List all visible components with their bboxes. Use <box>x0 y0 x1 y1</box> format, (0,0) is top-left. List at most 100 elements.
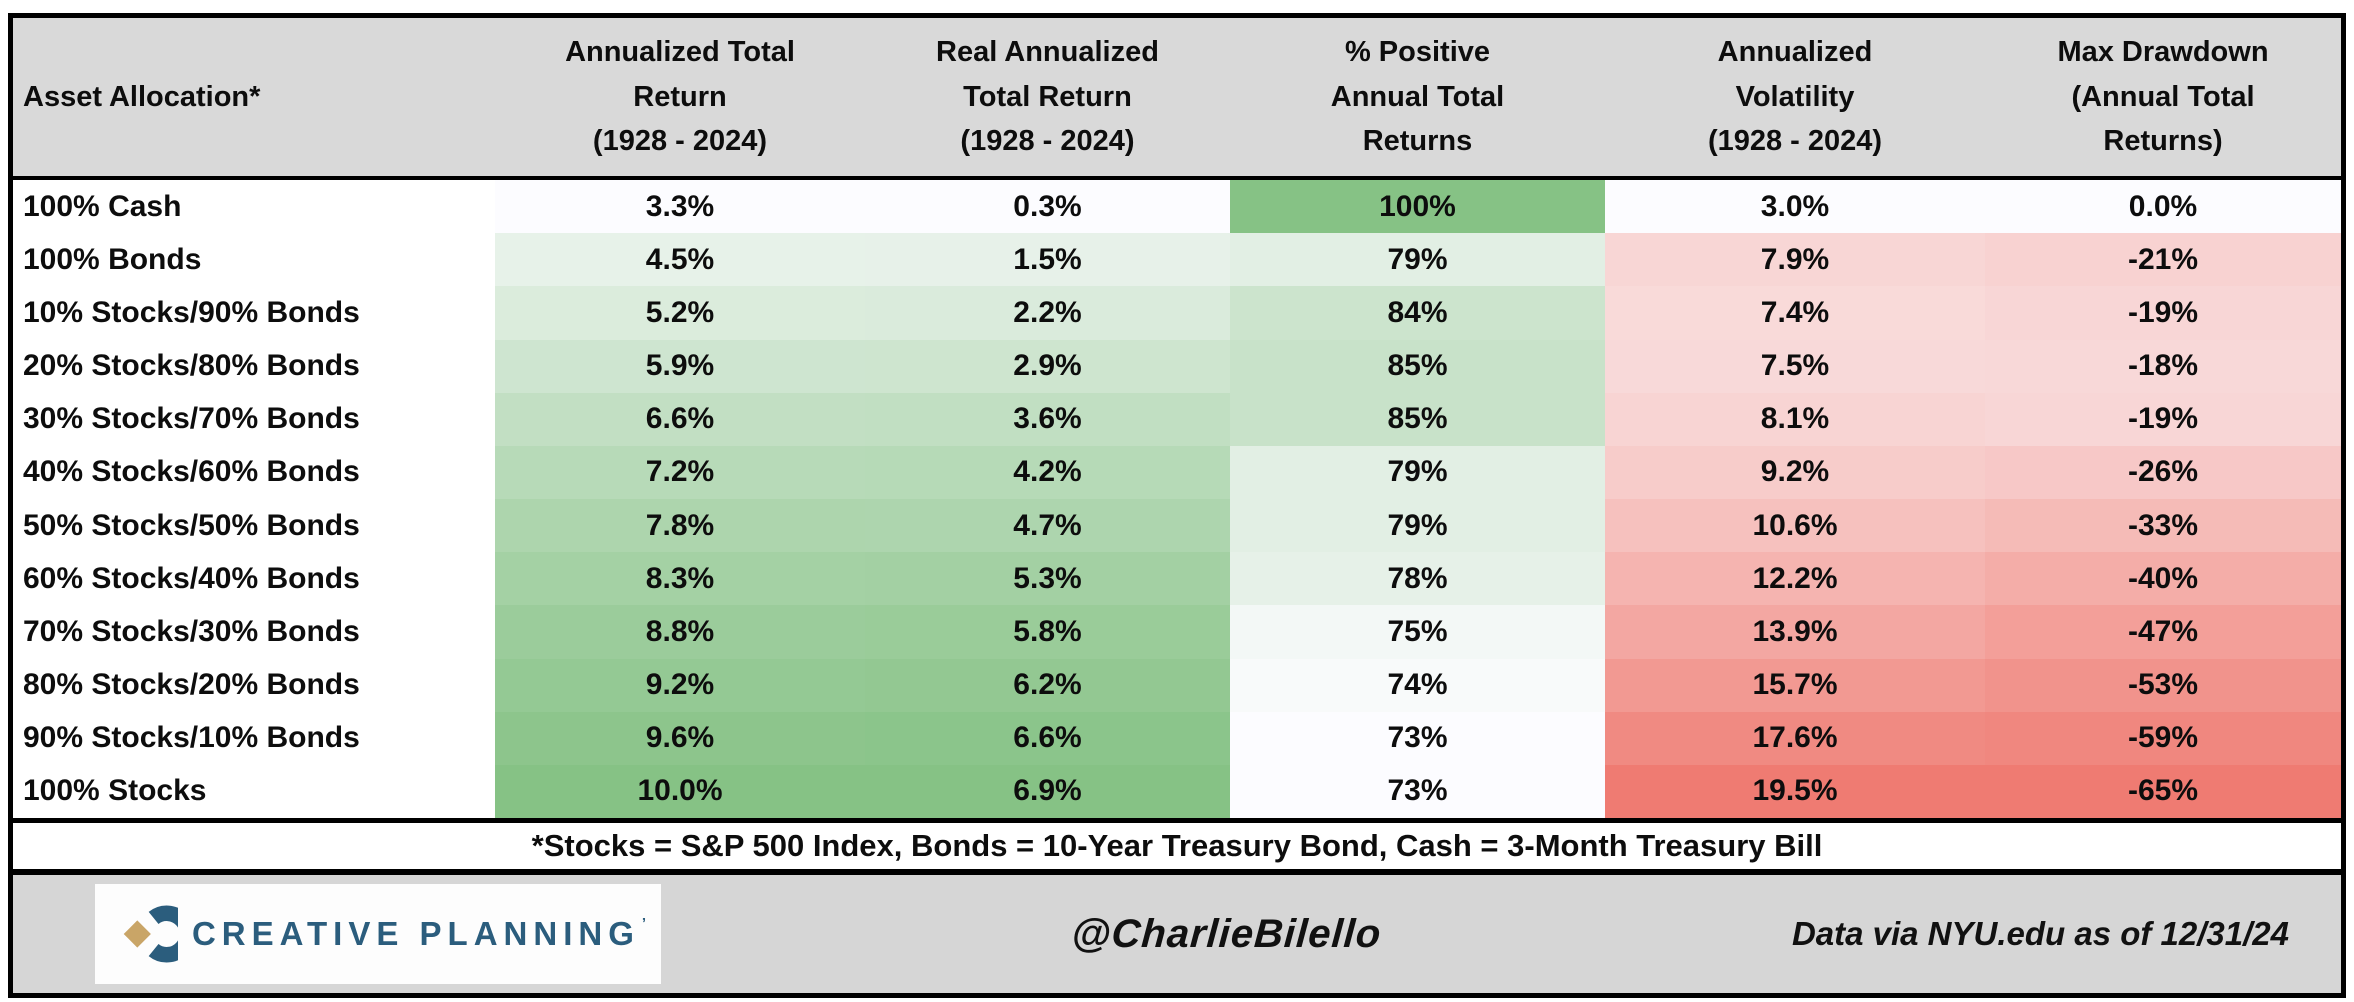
cell-real_annualized_total_return: 2.2% <box>865 286 1230 340</box>
table-row: 50% Stocks/50% Bonds 7.8% 4.7% 79% 10.6% -33% <box>13 499 2341 553</box>
cell-pct_positive_annual_total_returns: 73% <box>1230 711 1605 765</box>
footnote-bar: *Stocks = S&P 500 Index, Bonds = 10-Year… <box>13 818 2341 875</box>
cell-max_drawdown: -47% <box>1985 605 2341 659</box>
cell-max_drawdown: -19% <box>1985 392 2341 446</box>
column-header-asset_allocation: Asset Allocation* <box>23 80 261 113</box>
cell-annualized_volatility: 7.9% <box>1605 233 1985 287</box>
asset-allocation-label: 80% Stocks/20% Bonds <box>13 658 495 712</box>
asset-allocation-label: 30% Stocks/70% Bonds <box>13 392 495 446</box>
table-row: 10% Stocks/90% Bonds 5.2% 2.2% 84% 7.4% -19% <box>13 286 2341 340</box>
cell-max_drawdown: -59% <box>1985 711 2341 765</box>
table-header-row: Asset Allocation* Annualized Total Return(… <box>13 18 2341 180</box>
cell-annualized_volatility: 8.1% <box>1605 392 1985 446</box>
cell-pct_positive_annual_total_returns: 79% <box>1230 445 1605 500</box>
cell-annualized_total_return: 8.3% <box>495 552 865 606</box>
cell-annualized_volatility: 17.6% <box>1605 711 1985 765</box>
cell-real_annualized_total_return: 0.3% <box>865 180 1230 234</box>
cell-real_annualized_total_return: 6.2% <box>865 658 1230 712</box>
column-header-real_annualized_total_return: Real Annualized Total Return (1928 - 2024) <box>936 35 1159 158</box>
cell-max_drawdown: -33% <box>1985 499 2341 553</box>
column-header-annualized_total_return: Annualized Total Return (1928 - 2024) <box>565 35 795 158</box>
asset-allocation-label: 100% Cash <box>13 180 495 234</box>
author-handle: @CharlieBilello <box>1070 911 1383 956</box>
cell-annualized_volatility: 12.2% <box>1605 552 1985 606</box>
cell-pct_positive_annual_total_returns: 85% <box>1230 392 1605 446</box>
cell-real_annualized_total_return: 6.6% <box>865 711 1230 765</box>
creative-planning-logo: CREATIVE PLANNING’ <box>95 884 661 984</box>
asset-allocation-label: 90% Stocks/10% Bonds <box>13 711 495 765</box>
cell-annualized_volatility: 19.5% <box>1605 764 1985 819</box>
asset-allocation-label: 40% Stocks/60% Bonds <box>13 445 495 500</box>
column-header-max_drawdown: Max Drawdown (Annual Total Returns) <box>2057 35 2269 158</box>
cell-real_annualized_total_return: 4.2% <box>865 445 1230 500</box>
cell-annualized_total_return: 9.2% <box>495 658 865 712</box>
cell-annualized_volatility: 10.6% <box>1605 499 1985 553</box>
table-row: 100% Cash 3.3% 0.3% 100% 3.0% 0.0% <box>13 180 2341 234</box>
asset-allocation-label: 100% Bonds <box>13 233 495 287</box>
cell-pct_positive_annual_total_returns: 100% <box>1230 180 1605 234</box>
trademark-mark: ’ <box>641 915 653 932</box>
cell-annualized_total_return: 4.5% <box>495 233 865 287</box>
data-source-note: Data via NYU.edu as of 12/31/24 <box>1791 915 2289 952</box>
cell-annualized_total_return: 9.6% <box>495 711 865 765</box>
cell-annualized_volatility: 15.7% <box>1605 658 1985 712</box>
table-row: 30% Stocks/70% Bonds 6.6% 3.6% 85% 8.1% -19% <box>13 392 2341 446</box>
cell-annualized_volatility: 7.4% <box>1605 286 1985 340</box>
asset-allocation-label: 100% Stocks <box>13 764 495 819</box>
table-row: 100% Bonds 4.5% 1.5% 79% 7.9% -21% <box>13 233 2341 287</box>
cell-pct_positive_annual_total_returns: 78% <box>1230 552 1605 606</box>
cell-annualized_volatility: 7.5% <box>1605 339 1985 393</box>
cell-max_drawdown: -65% <box>1985 764 2341 819</box>
table-body: 100% Cash 3.3% 0.3% 100% 3.0% 0.0% 100% Bonds 4… <box>13 180 2341 819</box>
cell-real_annualized_total_return: 5.8% <box>865 605 1230 659</box>
cell-annualized_total_return: 8.8% <box>495 605 865 659</box>
asset-allocation-label: 10% Stocks/90% Bonds <box>13 286 495 340</box>
cell-real_annualized_total_return: 2.9% <box>865 339 1230 393</box>
asset-allocation-label: 20% Stocks/80% Bonds <box>13 339 495 393</box>
footer-band: CREATIVE PLANNING’ @CharlieBilello Data … <box>13 875 2341 993</box>
table-row: 80% Stocks/20% Bonds 9.2% 6.2% 74% 15.7% -53% <box>13 658 2341 712</box>
table-row: 90% Stocks/10% Bonds 9.6% 6.6% 73% 17.6% -59% <box>13 711 2341 765</box>
cell-pct_positive_annual_total_returns: 74% <box>1230 658 1605 712</box>
cell-annualized_total_return: 6.6% <box>495 392 865 446</box>
cell-pct_positive_annual_total_returns: 84% <box>1230 286 1605 340</box>
cell-annualized_total_return: 7.8% <box>495 499 865 553</box>
cell-pct_positive_annual_total_returns: 79% <box>1230 233 1605 287</box>
asset-allocation-label: 50% Stocks/50% Bonds <box>13 499 495 553</box>
cell-annualized_total_return: 5.9% <box>495 339 865 393</box>
cell-real_annualized_total_return: 3.6% <box>865 392 1230 446</box>
asset-allocation-label: 70% Stocks/30% Bonds <box>13 605 495 659</box>
cell-annualized_total_return: 10.0% <box>495 764 865 819</box>
cell-pct_positive_annual_total_returns: 73% <box>1230 764 1605 819</box>
table-row: 70% Stocks/30% Bonds 8.8% 5.8% 75% 13.9% -47% <box>13 605 2341 659</box>
cell-max_drawdown: -40% <box>1985 552 2341 606</box>
cell-annualized_total_return: 5.2% <box>495 286 865 340</box>
cell-max_drawdown: -26% <box>1985 445 2341 500</box>
cell-max_drawdown: -18% <box>1985 339 2341 393</box>
table-row: 60% Stocks/40% Bonds 8.3% 5.3% 78% 12.2% -40% <box>13 552 2341 606</box>
cell-max_drawdown: -19% <box>1985 286 2341 340</box>
column-header-annualized_volatility: Annualized Volatility (1928 - 2024) <box>1707 35 1883 158</box>
table-frame: Asset Allocation* Annualized Total Return(… <box>8 13 2346 998</box>
cell-max_drawdown: -53% <box>1985 658 2341 712</box>
creative-planning-emblem-icon <box>119 905 178 963</box>
table-row: 100% Stocks 10.0% 6.9% 73% 19.5% -65% <box>13 764 2341 819</box>
cell-real_annualized_total_return: 5.3% <box>865 552 1230 606</box>
cell-pct_positive_annual_total_returns: 85% <box>1230 339 1605 393</box>
asset-allocation-label: 60% Stocks/40% Bonds <box>13 552 495 606</box>
cell-pct_positive_annual_total_returns: 75% <box>1230 605 1605 659</box>
table-row: 40% Stocks/60% Bonds 7.2% 4.2% 79% 9.2% -26% <box>13 445 2341 500</box>
cell-pct_positive_annual_total_returns: 79% <box>1230 499 1605 553</box>
cell-annualized_total_return: 7.2% <box>495 445 865 500</box>
logo-wordmark: CREATIVE PLANNING’ <box>191 915 653 952</box>
cell-max_drawdown: -21% <box>1985 233 2341 287</box>
cell-real_annualized_total_return: 6.9% <box>865 764 1230 819</box>
table-row: 20% Stocks/80% Bonds 5.9% 2.9% 85% 7.5% -18% <box>13 339 2341 393</box>
column-header-pct_positive_annual_total_returns: % Positive Annual Total Returns <box>1330 35 1505 158</box>
cell-real_annualized_total_return: 4.7% <box>865 499 1230 553</box>
footnote-text: *Stocks = S&P 500 Index, Bonds = 10-Year… <box>531 828 1823 863</box>
cell-annualized_total_return: 3.3% <box>495 180 865 234</box>
cell-annualized_volatility: 9.2% <box>1605 445 1985 500</box>
cell-annualized_volatility: 3.0% <box>1605 180 1985 234</box>
cell-annualized_volatility: 13.9% <box>1605 605 1985 659</box>
